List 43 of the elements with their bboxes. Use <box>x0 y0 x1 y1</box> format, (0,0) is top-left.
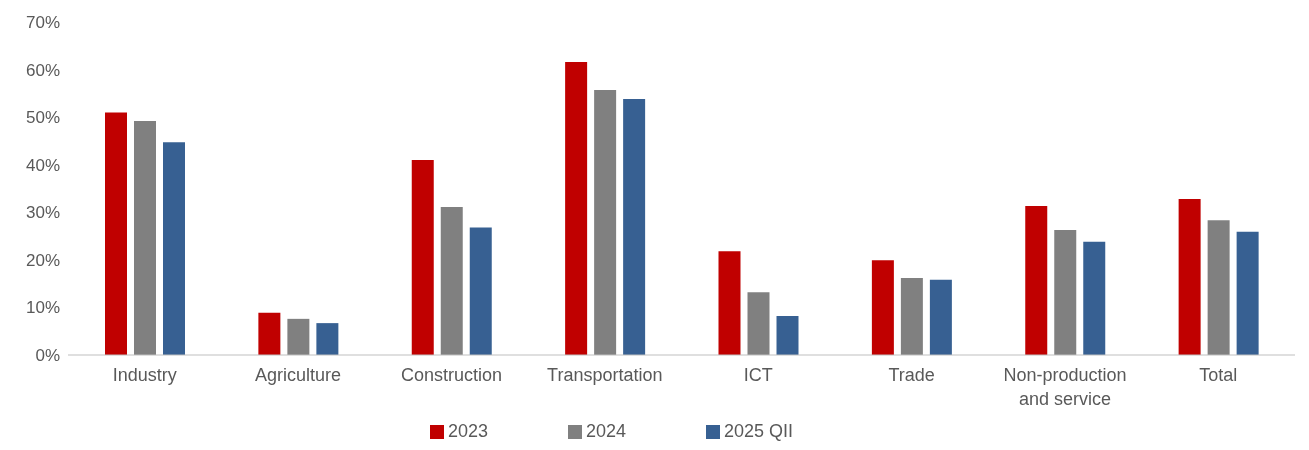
bar <box>287 318 310 355</box>
bar <box>594 90 617 355</box>
x-tick-label: Total <box>1199 365 1238 385</box>
bar <box>1025 206 1048 355</box>
bar <box>163 142 185 355</box>
x-tick-label: Agriculture <box>255 365 342 385</box>
bar <box>1236 231 1259 355</box>
legend-label: 2025 QII <box>724 421 794 441</box>
x-tick-label: Trade <box>888 365 935 385</box>
bar <box>440 207 463 355</box>
bar <box>469 227 492 355</box>
x-tick-label: Construction <box>400 365 502 385</box>
bar <box>623 99 646 355</box>
y-tick-label: 60% <box>25 60 60 80</box>
bar <box>105 112 127 355</box>
bar <box>1207 220 1230 355</box>
bar <box>1178 198 1201 355</box>
bar <box>565 61 588 355</box>
x-tick-label: Industry <box>112 365 177 385</box>
bar <box>258 312 281 355</box>
bar <box>134 120 156 355</box>
bar <box>718 251 741 355</box>
x-tick-label: Transportation <box>547 365 663 385</box>
bar <box>929 279 952 355</box>
x-tick-label: Non-production and service <box>1003 365 1127 409</box>
bar <box>871 260 894 355</box>
bar <box>776 315 799 355</box>
y-tick-label: 10% <box>25 298 60 318</box>
bar <box>316 323 339 355</box>
y-tick-label: 50% <box>25 108 60 128</box>
legend-label: 2024 <box>585 421 627 441</box>
bar <box>411 159 434 355</box>
bar <box>1054 229 1077 355</box>
y-tick-label: 70% <box>25 13 60 33</box>
y-tick-label: 0% <box>35 346 60 366</box>
bar <box>900 277 923 355</box>
y-tick-label: 40% <box>25 155 60 175</box>
bar <box>747 292 770 355</box>
legend-label: 2023 <box>447 421 488 441</box>
y-tick-label: 20% <box>25 250 60 270</box>
bar <box>1083 241 1106 355</box>
x-tick-label: ICT <box>743 365 773 385</box>
y-tick-label: 30% <box>25 203 60 223</box>
